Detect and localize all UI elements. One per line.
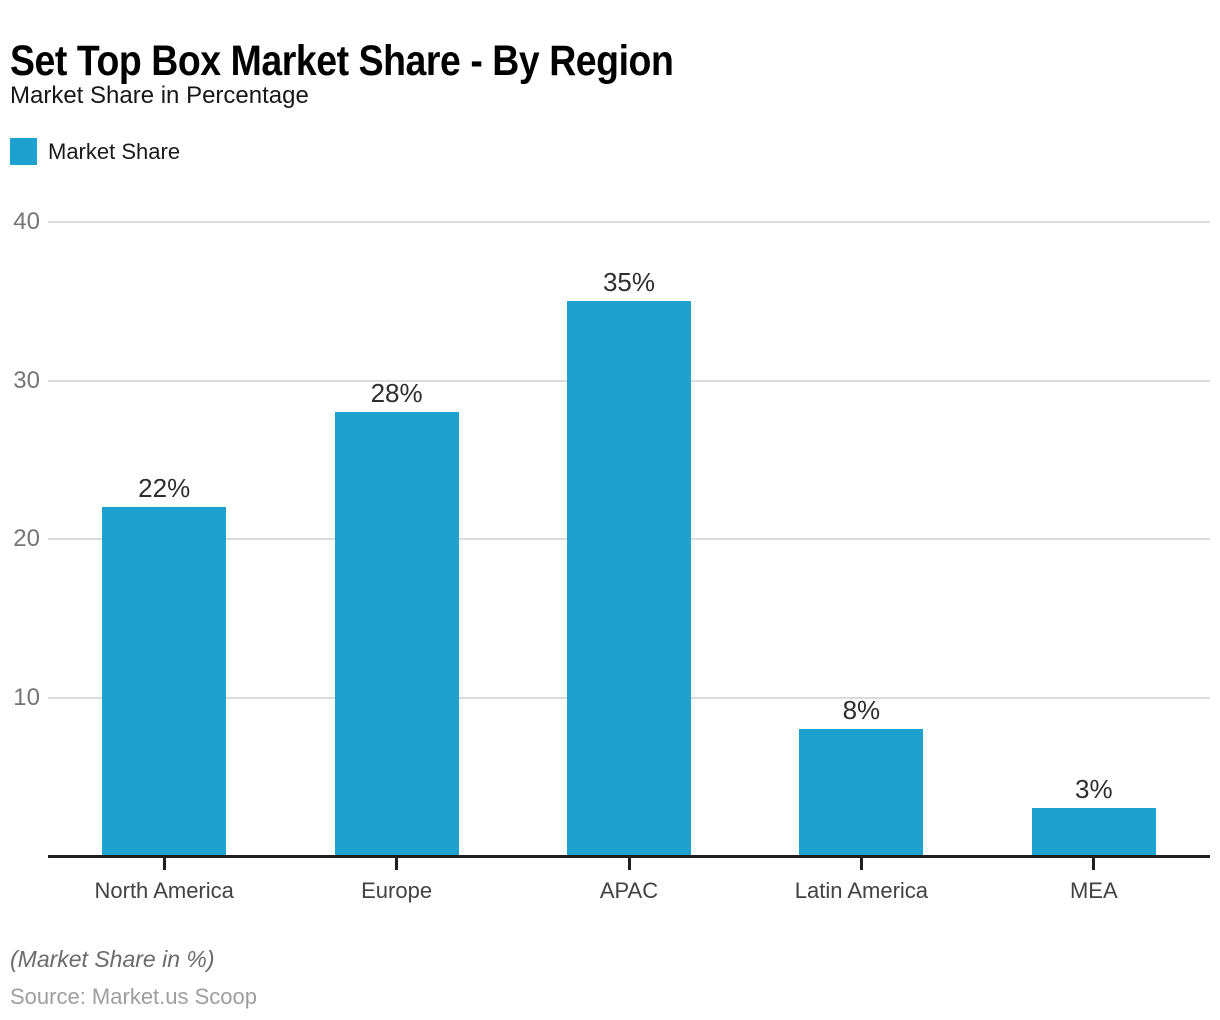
bar-value-label: 8%	[842, 695, 881, 726]
bar	[1031, 808, 1156, 856]
y-axis-label: 20	[13, 525, 40, 552]
legend-label: Market Share	[48, 138, 181, 164]
y-axis-label: 40	[13, 208, 40, 235]
bar-value-label: 35%	[602, 267, 656, 298]
x-axis-label: North America	[94, 878, 234, 903]
bar-value-label: 28%	[370, 378, 423, 409]
bar	[102, 507, 227, 856]
page-title: Set Top Box Market Share - By Region	[10, 36, 674, 85]
x-axis-tick	[627, 858, 631, 870]
x-axis-label: MEA	[1069, 878, 1118, 903]
source-text: Source: Market.us Scoop	[10, 984, 258, 1009]
bar	[567, 301, 691, 856]
x-axis-label: Latin America	[794, 878, 929, 903]
y-axis-label: 10	[13, 683, 40, 711]
legend-swatch-icon	[10, 138, 37, 165]
legend: Market Share	[10, 138, 180, 165]
x-axis-label: APAC	[599, 878, 659, 903]
x-axis-tick	[859, 858, 863, 870]
bar-value-label: 3%	[1075, 774, 1113, 805]
x-axis-line	[48, 855, 1210, 858]
bar-value-label: 22%	[138, 473, 191, 504]
bar	[799, 729, 924, 856]
x-axis-label: Europe	[361, 878, 433, 903]
bar	[334, 412, 459, 856]
gridline	[48, 221, 1210, 223]
y-axis-label: 30	[13, 366, 40, 394]
chart-footnote: (Market Share in %)	[10, 946, 215, 972]
chart-subtitle: Market Share in Percentage	[10, 82, 309, 109]
x-axis-tick	[162, 858, 166, 870]
x-axis-tick	[395, 858, 399, 870]
x-axis-tick	[1092, 858, 1096, 870]
